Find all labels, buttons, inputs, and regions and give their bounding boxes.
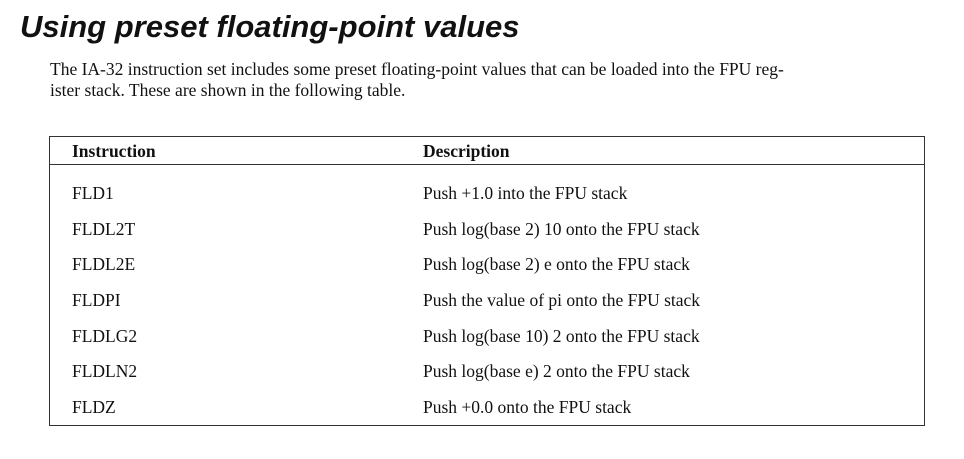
description-cell: Push log(base 10) 2 onto the FPU stack bbox=[423, 325, 700, 346]
table-row: FLDPI Push the value of pi onto the FPU … bbox=[50, 289, 924, 325]
instruction-cell: FLDLN2 bbox=[72, 361, 138, 382]
table-body: FLD1 Push +1.0 into the FPU stack FLDL2T… bbox=[50, 182, 924, 432]
table-row: FLDLN2 Push log(base e) 2 onto the FPU s… bbox=[50, 360, 924, 396]
instruction-cell: FLDL2E bbox=[72, 254, 136, 275]
description-cell: Push the value of pi onto the FPU stack bbox=[423, 290, 701, 311]
instruction-cell: FLDLG2 bbox=[72, 325, 138, 346]
header-description: Description bbox=[423, 141, 510, 161]
description-cell: Push log(base 2) e onto the FPU stack bbox=[423, 254, 690, 275]
table-header: Instruction Description bbox=[50, 137, 924, 165]
table-row: FLDL2T Push log(base 2) 10 onto the FPU … bbox=[50, 218, 924, 254]
instruction-cell: FLDZ bbox=[72, 397, 116, 418]
table-row: FLDZ Push +0.0 onto the FPU stack bbox=[50, 396, 924, 432]
instruction-cell: FLD1 bbox=[72, 183, 114, 203]
instruction-cell: FLDPI bbox=[72, 290, 121, 311]
intro-paragraph: The IA-32 instruction set includes some … bbox=[50, 59, 930, 101]
table-row: FLDLG2 Push log(base 10) 2 onto the FPU … bbox=[50, 325, 924, 361]
header-instruction: Instruction bbox=[72, 141, 156, 161]
section-heading: Using preset floating-point values bbox=[20, 9, 520, 44]
description-cell: Push +0.0 onto the FPU stack bbox=[423, 397, 632, 418]
intro-line-2: ister stack. These are shown in the foll… bbox=[50, 80, 406, 100]
instruction-cell: FLDL2T bbox=[72, 218, 136, 239]
description-cell: Push log(base 2) 10 onto the FPU stack bbox=[423, 218, 700, 239]
preset-values-table: Instruction Description FLD1 Push +1.0 i… bbox=[49, 136, 925, 426]
table-row: FLD1 Push +1.0 into the FPU stack bbox=[50, 182, 924, 218]
description-cell: Push log(base e) 2 onto the FPU stack bbox=[423, 361, 690, 382]
table-row: FLDL2E Push log(base 2) e onto the FPU s… bbox=[50, 253, 924, 289]
description-cell: Push +1.0 into the FPU stack bbox=[423, 183, 628, 203]
intro-line-1: The IA-32 instruction set includes some … bbox=[50, 59, 784, 79]
